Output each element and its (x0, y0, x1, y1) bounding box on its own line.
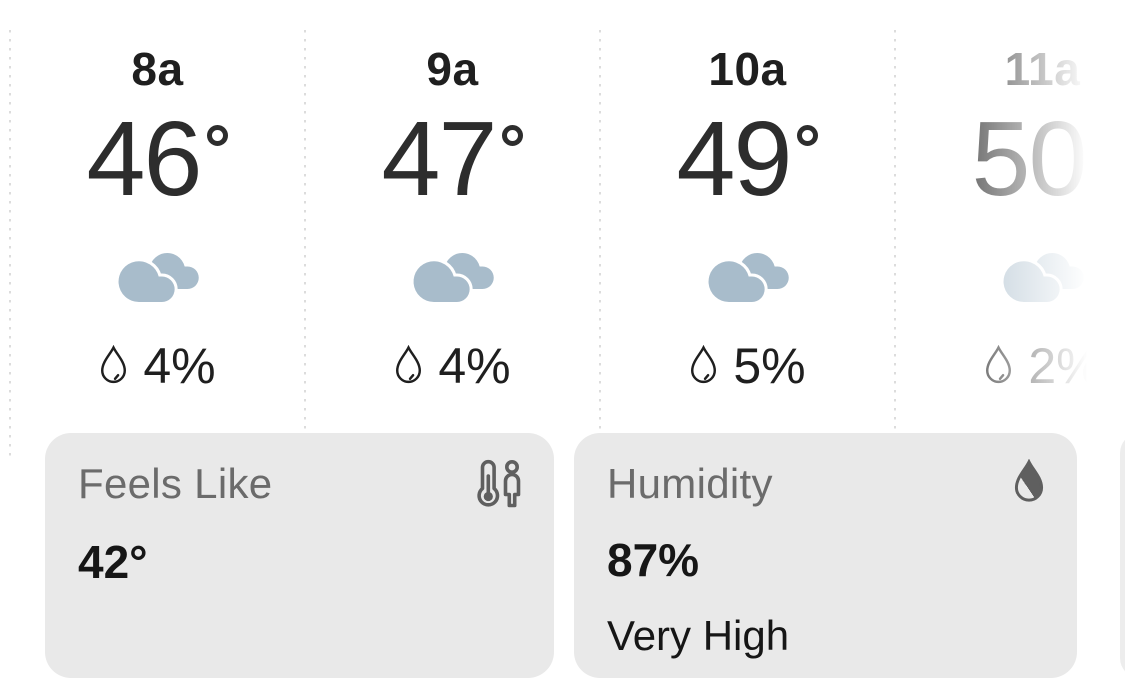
cloudy-icon (411, 251, 495, 304)
hourly-column-8a[interactable]: 8a 46 4% (10, 0, 305, 462)
hourly-forecast-strip[interactable]: 8a 46 4% 9a 47 4% (0, 0, 1125, 462)
cloudy-icon (1001, 251, 1085, 304)
column-separator (9, 30, 11, 456)
cloudy-icon (706, 251, 790, 304)
precip-chance: 4% (394, 341, 511, 391)
hourly-column-11a[interactable]: 11a 50 2% (895, 0, 1125, 462)
hour-label: 10a (708, 43, 787, 95)
raindrop-icon (691, 345, 717, 383)
degree-symbol (207, 125, 229, 146)
column-separator (599, 30, 601, 456)
degree-symbol (797, 125, 819, 146)
column-separator (894, 30, 896, 456)
precip-chance: 2% (984, 341, 1101, 391)
degree-symbol (502, 125, 524, 146)
raindrop-icon (101, 345, 127, 383)
feels-like-label: Feels Like (78, 460, 273, 507)
feels-like-value: 42° (78, 536, 148, 588)
raindrop-icon (986, 345, 1012, 383)
cloudy-icon (116, 251, 200, 304)
humidity-status: Very High (607, 611, 790, 659)
humidity-value: 87% (607, 534, 700, 587)
hour-label: 11a (1004, 43, 1081, 95)
hour-label: 8a (131, 43, 184, 95)
hourly-column-10a[interactable]: 10a 49 5% (600, 0, 895, 462)
temperature-value: 50 (972, 106, 1114, 212)
half-filled-droplet-icon (1014, 459, 1044, 502)
raindrop-icon (396, 345, 422, 383)
temperature-value: 46 (87, 106, 229, 212)
temperature-value: 47 (382, 106, 524, 212)
column-separator (304, 30, 306, 456)
hourly-column-9a[interactable]: 9a 47 4% (305, 0, 600, 462)
hour-label: 9a (426, 43, 479, 95)
precip-chance: 4% (99, 341, 216, 391)
humidity-label: Humidity (607, 460, 773, 507)
next-detail-card-edge[interactable] (1120, 433, 1125, 678)
precip-chance: 5% (689, 341, 806, 391)
humidity-card[interactable]: Humidity 87% Very High (574, 433, 1077, 678)
feels-like-card[interactable]: Feels Like 42° (45, 433, 554, 678)
thermometer-person-icon (477, 459, 521, 508)
temperature-value: 49 (677, 106, 819, 212)
degree-symbol (1092, 125, 1114, 146)
